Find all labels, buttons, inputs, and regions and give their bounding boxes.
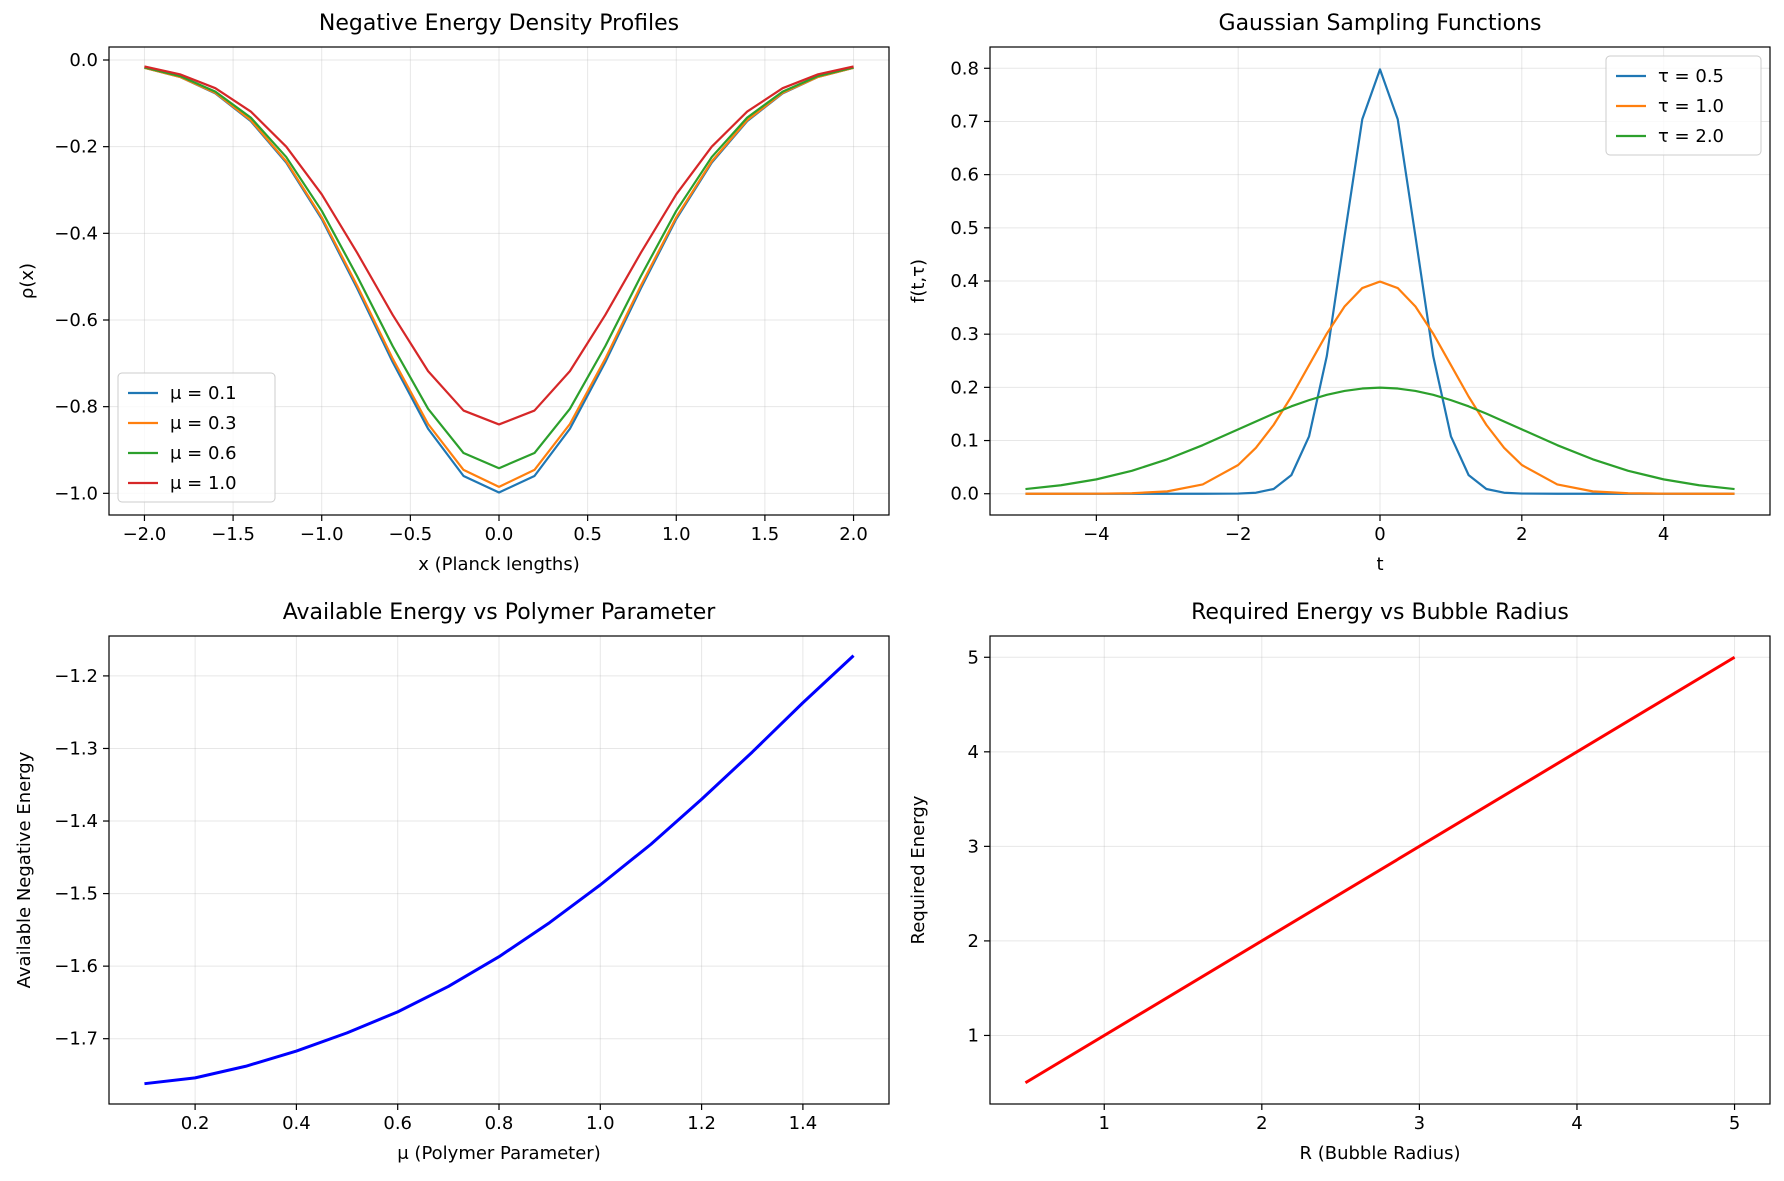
x-tick-label: 1.0 xyxy=(586,1113,615,1134)
legend-frame xyxy=(1605,55,1762,156)
y-tick-label: −1.6 xyxy=(54,956,98,977)
x-tick-label: 1.4 xyxy=(789,1113,818,1134)
chart-title: Gaussian Sampling Functions xyxy=(1219,11,1542,36)
y-tick-label: 0.3 xyxy=(950,324,979,345)
series-line-4 xyxy=(144,65,854,426)
y-tick-label: 0.0 xyxy=(69,50,98,71)
x-tick-label: 1.2 xyxy=(687,1113,716,1134)
y-tick-label: 2 xyxy=(968,931,979,952)
y-tick-label: −1.7 xyxy=(54,1029,98,1050)
chart-panel-3: 0.2 0.4 0.6 0.8 1.0 1.2 1.4 −1.7 −1.6 −1.5 −1.4 −1.… xyxy=(14,600,890,1164)
series-line-2 xyxy=(1025,280,1735,495)
legend-label-3: τ = 2.0 xyxy=(1658,126,1724,147)
x-tick-label: 2 xyxy=(1256,1113,1267,1134)
legend: μ = 0.1 μ = 0.3 μ = 0.6 μ = 1.0 xyxy=(117,372,276,503)
y-tick-label: 0.6 xyxy=(950,165,979,186)
y-tick-label: 5 xyxy=(968,647,979,668)
legend-label-2: μ = 0.3 xyxy=(170,413,237,434)
x-tick-label: −4 xyxy=(1083,524,1110,545)
x-tick-label: 4 xyxy=(1571,1113,1582,1134)
x-tick-label: −0.5 xyxy=(389,524,433,545)
chart-panel-1: −2.0 −1.5 −1.0 −0.5 0.0 0.5 1.0 1.5 2.0 −1.0 −0.8 −… xyxy=(17,11,890,575)
y-axis-label: Required Energy xyxy=(908,795,929,944)
x-tick-label: 0.0 xyxy=(485,524,514,545)
axes-frame xyxy=(989,635,1771,1105)
x-tick-label: −1.5 xyxy=(211,524,255,545)
series-line-3 xyxy=(144,66,854,470)
y-tick-label: 0.7 xyxy=(950,111,979,132)
x-axis-label: R (Bubble Radius) xyxy=(1299,1143,1460,1164)
y-tick-label: 0.0 xyxy=(950,484,979,505)
x-tick-label: 4 xyxy=(1658,524,1669,545)
x-axis-label: μ (Polymer Parameter) xyxy=(397,1143,600,1164)
legend-label-1: τ = 0.5 xyxy=(1658,66,1724,87)
plot-area xyxy=(109,636,889,1104)
chart-panel-4: 1 2 3 4 5 1 2 3 4 5 Required Energy vs Bubble Radi… xyxy=(908,600,1771,1164)
grid xyxy=(990,636,1770,1104)
legend-label-4: μ = 1.0 xyxy=(170,473,237,494)
x-tick-label: 0.6 xyxy=(383,1113,412,1134)
y-axis-label: ρ(x) xyxy=(17,263,38,299)
y-tick-label: −0.4 xyxy=(54,223,98,244)
y-tick-label: −1.5 xyxy=(54,884,98,905)
y-tick-label: −0.2 xyxy=(54,137,98,158)
series-line-3 xyxy=(1025,386,1735,491)
x-axis-label: x (Planck lengths) xyxy=(418,554,580,575)
legend: τ = 0.5 τ = 1.0 τ = 2.0 xyxy=(1605,55,1762,156)
y-tick-label: 0.5 xyxy=(950,218,979,239)
grid xyxy=(109,636,889,1104)
y-tick-label: 3 xyxy=(968,836,979,857)
series-line-2 xyxy=(144,66,854,488)
legend-label-2: τ = 1.0 xyxy=(1658,96,1724,117)
x-tick-label: 3 xyxy=(1414,1113,1425,1134)
x-tick-label: −2 xyxy=(1225,524,1252,545)
x-tick-label: 1.5 xyxy=(751,524,780,545)
chart-title: Required Energy vs Bubble Radius xyxy=(1191,600,1569,625)
x-axis-label: t xyxy=(1376,554,1383,575)
y-tick-label: 0.8 xyxy=(950,58,979,79)
x-tick-label: 0.8 xyxy=(485,1113,514,1134)
y-tick-label: −1.0 xyxy=(54,483,98,504)
y-axis-label: f(t,τ) xyxy=(908,259,929,303)
x-tick-label: 1 xyxy=(1099,1113,1110,1134)
y-axis-label: Available Negative Energy xyxy=(14,751,35,988)
x-tick-label: 1.0 xyxy=(662,524,691,545)
x-tick-label: 0.2 xyxy=(181,1113,210,1134)
legend-frame xyxy=(117,372,276,503)
x-tick-label: −1.0 xyxy=(300,524,344,545)
chart-title: Available Energy vs Polymer Parameter xyxy=(283,600,717,625)
y-tick-label: 1 xyxy=(968,1025,979,1046)
y-tick-label: 4 xyxy=(968,742,979,763)
x-tick-label: 0.4 xyxy=(282,1113,311,1134)
y-tick-label: −0.6 xyxy=(54,310,98,331)
y-tick-label: 0.4 xyxy=(950,271,979,292)
x-tick-label: 0 xyxy=(1374,524,1385,545)
x-tick-label: −2.0 xyxy=(123,524,167,545)
series-line-1 xyxy=(1024,655,1736,1085)
y-tick-label: −0.8 xyxy=(54,397,98,418)
y-tick-label: 0.1 xyxy=(950,431,979,452)
chart-title: Negative Energy Density Profiles xyxy=(319,11,679,36)
series-line-1 xyxy=(144,654,855,1086)
x-tick-label: 5 xyxy=(1729,1113,1740,1134)
y-tick-label: −1.4 xyxy=(54,811,98,832)
x-tick-label: 0.5 xyxy=(573,524,602,545)
y-tick-label: 0.2 xyxy=(950,377,979,398)
x-tick-label: 2.0 xyxy=(839,524,868,545)
chart-panel-2: −4 −2 0 2 4 0.0 0.1 0.2 0.3 0.4 0.5 0.6 0.7 0.8 Gaussi… xyxy=(908,11,1771,575)
y-tick-label: −1.2 xyxy=(54,666,98,687)
x-tick-label: 2 xyxy=(1516,524,1527,545)
series-line-1 xyxy=(1025,68,1735,495)
y-tick-label: −1.3 xyxy=(54,738,98,759)
legend-label-1: μ = 0.1 xyxy=(170,383,237,404)
legend-label-3: μ = 0.6 xyxy=(170,443,237,464)
